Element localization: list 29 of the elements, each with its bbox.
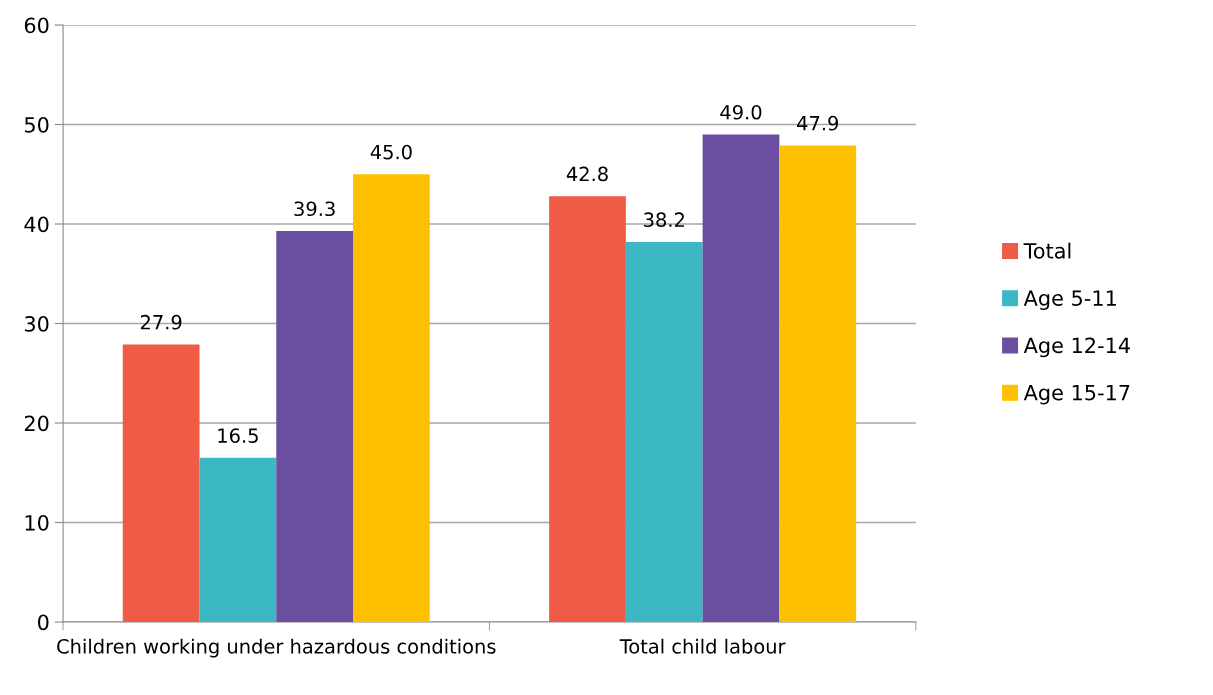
y-tick-label: 60 (24, 17, 49, 34)
y-tick-label: 50 (24, 116, 49, 133)
data-label: 38.2 (644, 212, 684, 228)
legend-label: Total (1023, 242, 1071, 259)
bar (779, 145, 857, 623)
bar (199, 457, 277, 623)
y-tick-label: 10 (25, 514, 49, 531)
bar (276, 230, 354, 623)
bar (702, 134, 780, 623)
data-label: 27.9 (140, 314, 182, 330)
data-label: 16.5 (218, 428, 258, 443)
data-label: 39.3 (294, 201, 335, 217)
y-tick-label: 30 (24, 315, 49, 332)
y-tick-label: 0 (38, 614, 49, 631)
data-label: 42.8 (566, 166, 608, 182)
bar (625, 241, 703, 623)
data-label: 45.0 (370, 144, 412, 160)
bar (549, 196, 626, 623)
legend-label: Age 5-11 (1023, 290, 1116, 310)
y-tick-label: 20 (24, 415, 49, 432)
legend-label: Age 12-14 (1023, 337, 1130, 358)
bar (353, 174, 430, 623)
data-label: 47.9 (797, 115, 839, 131)
y-tick-label: 40 (24, 216, 49, 233)
x-tick-label: Total child labour (619, 638, 786, 654)
x-tick-label: Children working under hazardous conditions (57, 638, 496, 658)
bar (122, 344, 200, 623)
legend-label: Age 15-17 (1023, 384, 1130, 405)
data-label: 49.0 (720, 104, 762, 120)
